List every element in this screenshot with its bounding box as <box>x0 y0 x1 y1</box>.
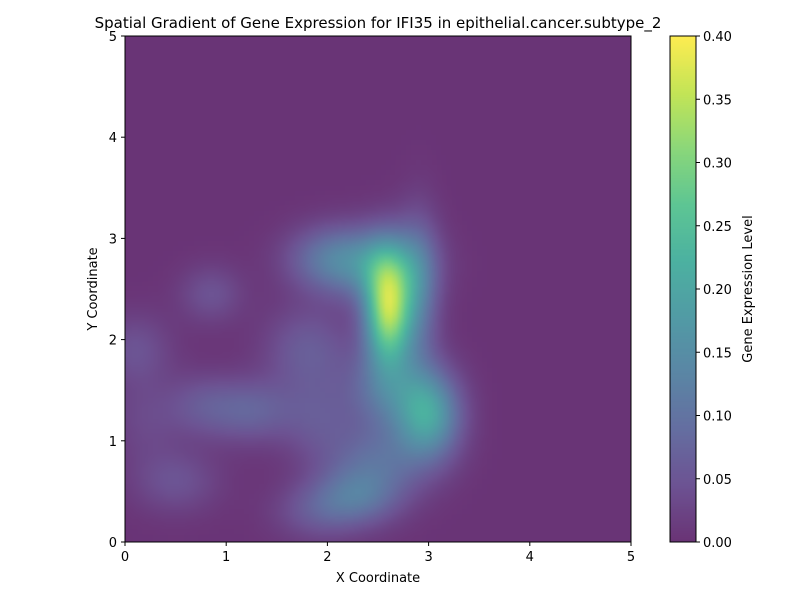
y-tick-label: 3 <box>109 232 117 247</box>
heatmap-image <box>125 36 631 542</box>
colorbar-tick-label: 0.10 <box>703 410 732 425</box>
colorbar-tick-label: 0.15 <box>703 346 732 361</box>
y-tick-label: 5 <box>109 30 117 45</box>
x-tick-label: 2 <box>323 550 331 565</box>
colorbar-tick-label: 0.20 <box>703 283 732 298</box>
colorbar-tick-label: 0.40 <box>703 30 732 45</box>
colorbar-ticks: 0.00 0.05 0.10 0.15 0.20 0.25 0.30 0.35 0.40 <box>696 30 732 551</box>
x-tick-label: 3 <box>424 550 432 565</box>
x-tick-label: 4 <box>526 550 534 565</box>
colorbar-tick-label: 0.25 <box>703 220 732 235</box>
y-axis-label: Y Coordinate <box>86 247 101 331</box>
y-axis: 0 1 2 3 4 5 <box>109 30 125 551</box>
chart-title: Spatial Gradient of Gene Expression for … <box>95 14 662 33</box>
colorbar-tick-label: 0.35 <box>703 93 732 108</box>
colorbar-tick-label: 0.30 <box>703 157 732 172</box>
y-tick-label: 0 <box>109 536 117 551</box>
y-tick-label: 4 <box>109 131 117 146</box>
y-tick-label: 1 <box>109 435 117 450</box>
colorbar-tick-label: 0.05 <box>703 473 732 488</box>
colorbar-tick-label: 0.00 <box>703 536 732 551</box>
colorbar-label: Gene Expression Level <box>741 215 756 362</box>
colorbar: 0.00 0.05 0.10 0.15 0.20 0.25 0.30 0.35 0.40 Gen… <box>669 30 756 551</box>
heatmap-plot-area <box>125 36 631 542</box>
x-axis: 0 1 2 3 4 5 <box>121 542 635 565</box>
x-tick-label: 1 <box>222 550 230 565</box>
plot-frame <box>124 35 632 543</box>
x-axis-label: X Coordinate <box>336 571 420 586</box>
colorbar-gradient <box>670 36 696 542</box>
x-tick-label: 0 <box>121 550 129 565</box>
x-tick-label: 5 <box>627 550 635 565</box>
y-tick-label: 2 <box>109 334 117 349</box>
